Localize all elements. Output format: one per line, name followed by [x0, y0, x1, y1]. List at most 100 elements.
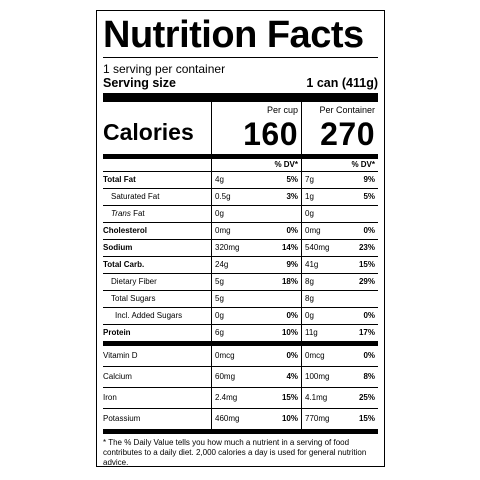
- calories-label: Calories: [103, 119, 194, 145]
- calories-col-per-cup: Per cup 160: [211, 102, 301, 154]
- col2-header: Per Container: [319, 105, 375, 115]
- nutrient-name: Cholesterol: [103, 226, 148, 235]
- amount-per-container: 100mg: [301, 367, 343, 387]
- dv-header-col2: % DV*: [301, 159, 378, 171]
- nutrient-name: Potassium: [103, 414, 141, 423]
- calories-block: Calories Per cup 160 Per Container 270: [103, 102, 378, 154]
- amount-per-container: 540mg: [301, 240, 343, 256]
- dv-per-cup: 9%: [286, 260, 298, 269]
- micro-row-iron: Iron 2.4mg 15% 4.1mg 25%: [103, 387, 378, 408]
- nutrient-name: Incl. Added Sugars: [115, 311, 183, 320]
- dv-per-container: 23%: [358, 243, 375, 252]
- calories-per-container: 270: [320, 116, 375, 152]
- trans-prefix: Trans: [111, 209, 131, 218]
- dv-per-container: 15%: [358, 414, 375, 423]
- nutrient-name: Sodium: [103, 243, 133, 252]
- amount-per-cup: 0mg: [211, 223, 261, 239]
- dv-header-row: % DV* % DV*: [103, 159, 378, 171]
- dv-per-cup: 10%: [281, 328, 298, 337]
- amount-per-cup: 5g: [211, 291, 261, 307]
- amount-per-container: 11g: [301, 325, 343, 341]
- amount-per-cup: 2.4mg: [211, 388, 261, 408]
- label-title: Nutrition Facts: [103, 14, 364, 56]
- micro-row-potassium: Potassium 460mg 10% 770mg 15%: [103, 408, 378, 429]
- title-rule: [103, 57, 378, 58]
- amount-per-cup: 60mg: [211, 367, 261, 387]
- dv-header-col1: % DV*: [211, 159, 301, 171]
- amount-per-cup: 6g: [211, 325, 261, 341]
- amount-per-cup: 4g: [211, 172, 261, 188]
- amount-per-cup: 0mcg: [211, 346, 261, 366]
- dv-per-cup: 10%: [281, 414, 298, 423]
- dv-per-container: 5%: [363, 192, 375, 201]
- calories-col-per-container: Per Container 270: [301, 102, 378, 154]
- nutrient-row-total-sugars: Total Sugars 5g 8g: [103, 290, 378, 307]
- dv-per-container: 15%: [358, 260, 375, 269]
- nutrient-name: Total Carb.: [103, 260, 145, 269]
- dv-per-cup: 3%: [286, 192, 298, 201]
- dv-per-container: 0%: [363, 351, 375, 360]
- dv-per-cup: [261, 291, 301, 307]
- nutrient-row-total-carb: Total Carb. 24g 9% 41g 15%: [103, 256, 378, 273]
- micro-row-vitamin-d: Vitamin D 0mcg 0% 0mcg 0%: [103, 341, 378, 366]
- nutrient-row-sodium: Sodium 320mg 14% 540mg 23%: [103, 239, 378, 256]
- dv-per-container: [343, 206, 378, 222]
- amount-per-container: 0mg: [301, 223, 343, 239]
- dv-per-container: 0%: [363, 311, 375, 320]
- amount-per-container: 0g: [301, 206, 343, 222]
- nutrition-facts-label: Nutrition Facts 1 serving per container …: [96, 10, 385, 467]
- dv-per-cup: 0%: [286, 351, 298, 360]
- dv-per-container: 17%: [358, 328, 375, 337]
- nutrient-name: Vitamin D: [103, 351, 138, 360]
- amount-per-container: 1g: [301, 189, 343, 205]
- calories-per-cup: 160: [243, 116, 298, 152]
- dv-per-container: 9%: [363, 175, 375, 184]
- serving-size-value: 1 can (411g): [306, 76, 378, 90]
- amount-per-cup: 0.5g: [211, 189, 261, 205]
- amount-per-container: 0mcg: [301, 346, 343, 366]
- dv-per-container: 8%: [363, 372, 375, 381]
- serving-size-label: Serving size: [103, 76, 176, 90]
- amount-per-container: 0g: [301, 308, 343, 324]
- amount-per-cup: 460mg: [211, 409, 261, 429]
- dv-per-container: 25%: [358, 393, 375, 402]
- nutrient-name: Calcium: [103, 372, 132, 381]
- dv-per-cup: 18%: [281, 277, 298, 286]
- dv-per-cup: [261, 206, 301, 222]
- amount-per-cup: 0g: [211, 206, 261, 222]
- dv-per-cup: 4%: [286, 372, 298, 381]
- nutrient-row-dietary-fiber: Dietary Fiber 5g 18% 8g 29%: [103, 273, 378, 290]
- servings-per-container: 1 serving per container: [103, 62, 226, 76]
- nutrient-row-total-fat: Total Fat 4g 5% 7g 9%: [103, 171, 378, 188]
- dv-per-cup: 0%: [286, 226, 298, 235]
- nutrient-name: Protein: [103, 328, 131, 337]
- col1-header: Per cup: [266, 105, 298, 115]
- dv-per-cup: 14%: [281, 243, 298, 252]
- amount-per-cup: 5g: [211, 274, 261, 290]
- amount-per-cup: 320mg: [211, 240, 261, 256]
- nutrient-row-added-sugars: Incl. Added Sugars 0g 0% 0g 0%: [103, 307, 378, 324]
- dv-per-cup: 5%: [286, 175, 298, 184]
- nutrient-name: Iron: [103, 393, 117, 402]
- amount-per-container: 8g: [301, 274, 343, 290]
- thick-divider: [103, 93, 378, 102]
- nutrient-row-protein: Protein 6g 10% 11g 17%: [103, 324, 378, 341]
- dv-per-cup: 0%: [286, 311, 298, 320]
- nutrient-name: Total Sugars: [111, 294, 156, 303]
- amount-per-container: 4.1mg: [301, 388, 343, 408]
- amount-per-container: 770mg: [301, 409, 343, 429]
- amount-per-container: 7g: [301, 172, 343, 188]
- dv-per-cup: 15%: [281, 393, 298, 402]
- dv-per-container: 0%: [363, 226, 375, 235]
- amount-per-cup: 24g: [211, 257, 261, 273]
- calories-divider: [103, 154, 378, 159]
- dv-per-container: [343, 291, 378, 307]
- nutrient-name: Dietary Fiber: [111, 277, 157, 286]
- nutrient-row-trans-fat: Trans Fat 0g 0g: [103, 205, 378, 222]
- micro-row-calcium: Calcium 60mg 4% 100mg 8%: [103, 366, 378, 387]
- daily-value-footnote: * The % Daily Value tells you how much a…: [103, 429, 378, 468]
- serving-size-row: Serving size 1 can (411g): [103, 76, 378, 91]
- amount-per-container: 41g: [301, 257, 343, 273]
- nutrient-name: Trans Fat: [103, 206, 211, 222]
- nutrient-name: Saturated Fat: [111, 192, 160, 201]
